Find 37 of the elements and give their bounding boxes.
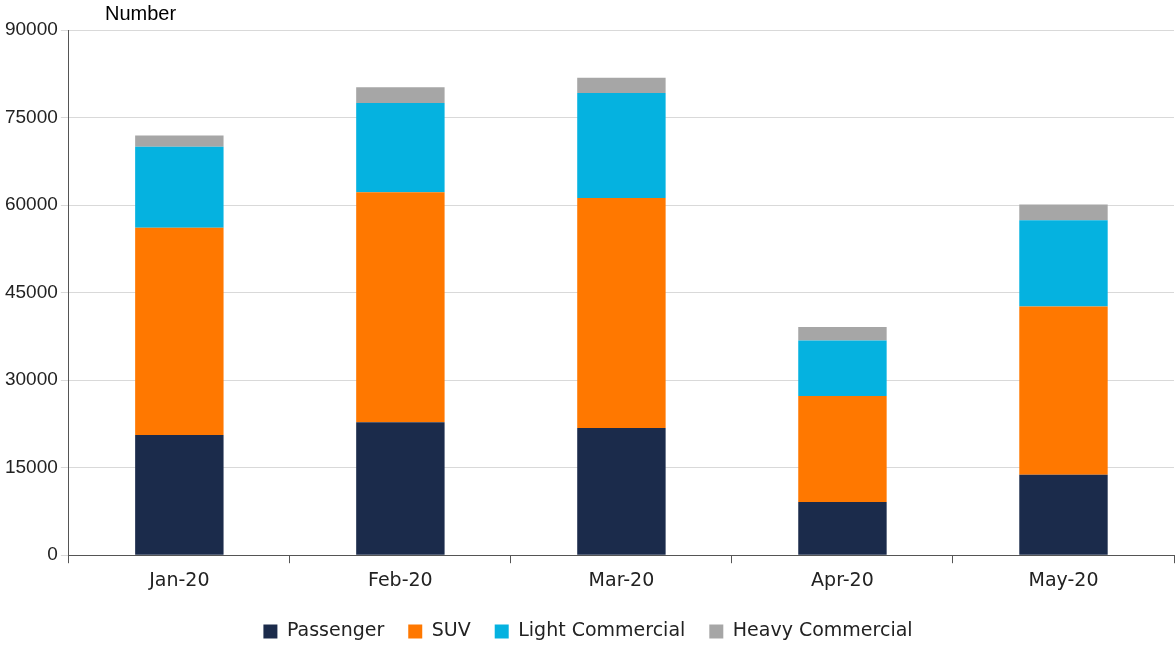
x-tick-label: Jan-20 [148, 567, 210, 590]
bar [1019, 220, 1108, 307]
bar [356, 192, 445, 423]
bar [135, 434, 224, 555]
bar [135, 146, 224, 228]
legend-label: Light Commercial [518, 618, 686, 641]
x-tick-label: Apr-20 [811, 567, 874, 590]
y-tick-label: 30000 [4, 368, 58, 390]
bar [798, 395, 887, 503]
bar [135, 135, 224, 147]
x-tick-label: Mar-20 [588, 567, 655, 590]
bar [577, 93, 666, 199]
bar [798, 502, 887, 555]
y-axis-title: Number [105, 2, 177, 25]
x-tick-label: May-20 [1028, 567, 1099, 590]
bar [577, 427, 666, 555]
legend-label: Heavy Commercial [732, 618, 913, 641]
legend-label: Passenger [286, 618, 385, 641]
y-tick-label: 15000 [4, 455, 58, 477]
x-tick-label: Feb-20 [368, 567, 433, 590]
bar [356, 87, 445, 103]
legend-label: SUV [431, 618, 471, 641]
bar [356, 422, 445, 555]
y-tick-label: 75000 [4, 105, 58, 127]
bar [798, 327, 887, 341]
bar [577, 77, 666, 94]
y-tick-label: 90000 [4, 18, 58, 40]
y-tick-label: 0 [47, 543, 58, 565]
bar [1019, 204, 1108, 221]
bar [356, 102, 445, 193]
y-tick-label: 45000 [4, 280, 58, 302]
y-tick-label: 60000 [4, 193, 58, 215]
bar [798, 340, 887, 396]
bar [135, 227, 224, 435]
bar [1019, 306, 1108, 475]
bar [1019, 474, 1108, 555]
bar [577, 198, 666, 428]
